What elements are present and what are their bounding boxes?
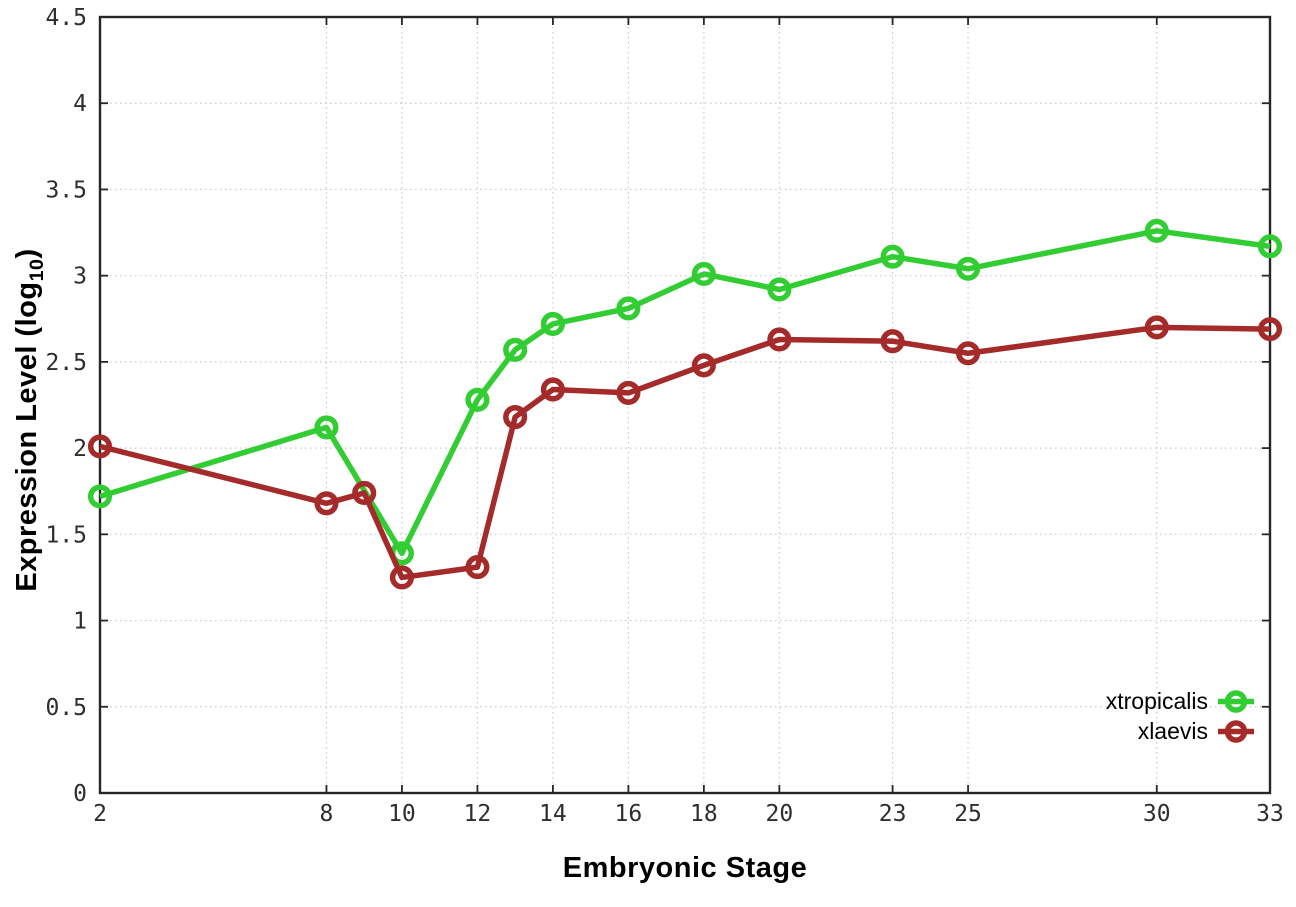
x-tick-label: 23 xyxy=(879,801,907,827)
y-tick-label: 4.5 xyxy=(45,5,87,31)
y-tick-label: 1 xyxy=(73,609,87,635)
xlaevis-point xyxy=(389,565,414,590)
xtropicalis-point xyxy=(767,277,792,302)
xtropicalis-point xyxy=(503,337,528,362)
x-tick-label: 10 xyxy=(388,801,416,827)
xtropicalis-point xyxy=(880,244,905,269)
x-tick-label: 18 xyxy=(690,801,718,827)
xlaevis-point xyxy=(956,341,981,366)
xlaevis-point xyxy=(1257,317,1283,342)
gridlines xyxy=(100,17,1270,793)
x-axis-title: Embryonic Stage xyxy=(562,852,808,884)
y-axis-title: Expression Level (log10) xyxy=(11,248,49,591)
xlaevis-point xyxy=(767,327,792,352)
y-tick-label: 0 xyxy=(73,781,87,807)
xlaevis-point xyxy=(503,405,528,430)
y-tick-label: 2 xyxy=(73,436,87,462)
xtropicalis-point xyxy=(540,311,565,337)
y-tick-labels: 0 0.5 1 1.5 2 2.5 3 3.5 4 4.5 xyxy=(45,5,87,807)
y-tick-label: 3.5 xyxy=(45,177,87,203)
series-xlaevis xyxy=(87,315,1283,590)
x-tick-label: 8 xyxy=(320,801,334,827)
xlaevis-point xyxy=(616,380,641,405)
y-axis-title-subscript: 10 xyxy=(25,258,48,282)
x-tick-labels: 2 8 10 12 14 16 18 20 23 25 30 33 xyxy=(93,801,1284,827)
xtropicalis-point xyxy=(1144,218,1169,243)
xtropicalis-line xyxy=(99,228,1271,557)
x-tick-label: 20 xyxy=(766,801,794,827)
x-tick-label: 12 xyxy=(464,801,492,827)
xtropicalis-point xyxy=(87,484,113,509)
x-tick-label: 16 xyxy=(615,801,643,827)
legend-label-xlaevis: xlaevis xyxy=(1137,718,1208,744)
y-tick-label: 2.5 xyxy=(45,350,87,376)
xlaevis-line-marker-icon xyxy=(1218,720,1254,743)
xlaevis-point xyxy=(691,353,716,378)
y-tick-label: 4 xyxy=(73,91,87,117)
xtropicalis-point xyxy=(956,256,981,281)
x-tick-label: 2 xyxy=(93,801,107,827)
xlaevis-point xyxy=(1144,315,1169,340)
y-axis-title-main: Expression Level (log xyxy=(11,281,44,592)
legend-item-xlaevis: xlaevis xyxy=(1138,719,1255,744)
xtropicalis-point xyxy=(691,261,716,286)
xtropicalis-point xyxy=(1257,234,1283,259)
xlaevis-point xyxy=(465,555,490,580)
y-tick-label: 1.5 xyxy=(45,522,87,548)
y-axis-title-close: ) xyxy=(11,248,44,259)
axes xyxy=(98,15,1272,795)
y-tick-label: 3 xyxy=(73,264,87,290)
xtropicalis-point xyxy=(314,415,339,440)
x-tick-label: 14 xyxy=(539,801,567,827)
xlaevis-line xyxy=(99,324,1271,581)
series-xtropicalis xyxy=(87,218,1283,566)
legend-item-xtropicalis: xtropicalis xyxy=(1106,689,1255,714)
xtropicalis-point xyxy=(465,387,490,412)
xlaevis-point xyxy=(314,491,339,516)
legend: xtropicalis xlaevis xyxy=(1106,689,1255,744)
xlaevis-point xyxy=(87,434,113,459)
xlaevis-point xyxy=(540,377,565,402)
y-tick-label: 0.5 xyxy=(45,695,87,721)
xlaevis-point xyxy=(880,329,905,354)
x-tick-label: 25 xyxy=(954,801,982,827)
xtropicalis-point xyxy=(616,296,641,321)
x-tick-label: 30 xyxy=(1143,801,1171,827)
xtropicalis-line-marker-icon xyxy=(1218,690,1254,713)
x-tick-label: 33 xyxy=(1256,801,1284,827)
xlaevis-point xyxy=(352,480,377,505)
legend-label-xtropicalis: xtropicalis xyxy=(1105,688,1208,714)
